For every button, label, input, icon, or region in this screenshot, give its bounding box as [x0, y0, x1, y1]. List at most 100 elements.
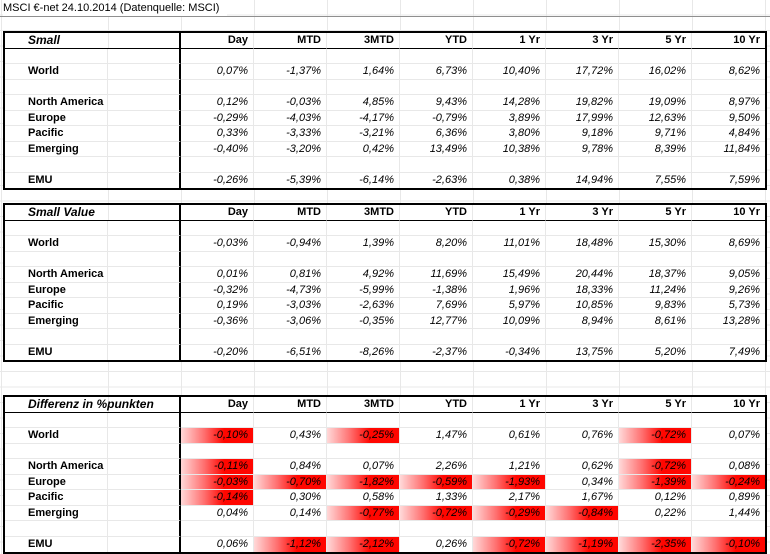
value-cell[interactable]: -0,10% [181, 428, 254, 444]
value-cell[interactable]: -1,93% [473, 474, 546, 490]
value-cell[interactable]: 11,24% [619, 282, 692, 298]
empty-cell[interactable] [619, 157, 692, 173]
empty-cell[interactable] [181, 79, 254, 95]
value-cell[interactable]: 17,99% [546, 110, 619, 126]
empty-cell[interactable] [108, 412, 181, 428]
value-cell[interactable]: -8,26% [327, 344, 400, 360]
value-cell[interactable]: 5,73% [692, 298, 765, 314]
value-cell[interactable]: -0,40% [181, 141, 254, 157]
column-header[interactable]: 5 Yr [619, 397, 692, 413]
empty-cell[interactable] [254, 48, 327, 64]
empty-cell[interactable] [400, 412, 473, 428]
empty-cell[interactable] [181, 329, 254, 345]
value-cell[interactable]: -0,79% [400, 110, 473, 126]
empty-cell[interactable] [254, 251, 327, 267]
value-cell[interactable]: -0,72% [619, 459, 692, 475]
empty-cell[interactable] [546, 521, 619, 537]
row-label[interactable]: North America [5, 95, 108, 111]
empty-cell[interactable] [546, 220, 619, 236]
value-cell[interactable]: 16,02% [619, 64, 692, 80]
empty-cell[interactable] [108, 344, 181, 360]
row-label[interactable]: Europe [5, 282, 108, 298]
value-cell[interactable]: 8,62% [692, 64, 765, 80]
value-cell[interactable]: -0,20% [181, 344, 254, 360]
empty-cell[interactable] [546, 412, 619, 428]
empty-cell[interactable] [108, 490, 181, 506]
value-cell[interactable]: -0,72% [619, 428, 692, 444]
empty-cell[interactable] [619, 251, 692, 267]
value-cell[interactable]: 9,43% [400, 95, 473, 111]
value-cell[interactable]: 0,81% [254, 267, 327, 283]
empty-cell[interactable] [181, 157, 254, 173]
empty-cell[interactable] [327, 48, 400, 64]
value-cell[interactable]: -0,03% [181, 474, 254, 490]
empty-cell[interactable] [619, 48, 692, 64]
value-cell[interactable]: -0,26% [181, 172, 254, 188]
empty-cell[interactable] [473, 521, 546, 537]
empty-cell[interactable] [473, 251, 546, 267]
empty-cell[interactable] [400, 251, 473, 267]
value-cell[interactable]: -0,35% [327, 313, 400, 329]
empty-cell[interactable] [108, 536, 181, 552]
value-cell[interactable]: 11,69% [400, 267, 473, 283]
column-header[interactable]: 1 Yr [473, 397, 546, 413]
value-cell[interactable]: 15,49% [473, 267, 546, 283]
value-cell[interactable]: 7,55% [619, 172, 692, 188]
row-label[interactable]: Pacific [5, 490, 108, 506]
empty-cell[interactable] [619, 443, 692, 459]
value-cell[interactable]: -4,03% [254, 110, 327, 126]
empty-cell[interactable] [619, 521, 692, 537]
empty-cell[interactable] [181, 48, 254, 64]
value-cell[interactable]: 9,05% [692, 267, 765, 283]
empty-cell[interactable] [473, 79, 546, 95]
value-cell[interactable]: 7,49% [728, 345, 760, 358]
value-cell[interactable]: -5,99% [327, 282, 400, 298]
value-cell[interactable]: -0,72% [473, 536, 546, 552]
empty-cell[interactable] [108, 443, 181, 459]
empty-cell[interactable] [254, 412, 327, 428]
value-cell[interactable]: 8,69% [692, 236, 765, 252]
value-cell[interactable]: 8,97% [692, 95, 765, 111]
value-cell[interactable]: 13,49% [400, 141, 473, 157]
value-cell[interactable]: 1,33% [400, 490, 473, 506]
empty-cell[interactable] [692, 252, 765, 267]
value-cell[interactable]: 18,37% [619, 267, 692, 283]
row-label[interactable]: Emerging [5, 505, 108, 521]
empty-cell[interactable] [108, 95, 181, 111]
section-label[interactable]: Differenz in %punkten [5, 397, 181, 413]
row-label[interactable]: North America [5, 459, 108, 475]
value-cell[interactable]: 14,94% [546, 172, 619, 188]
value-cell[interactable]: 10,38% [473, 141, 546, 157]
value-cell[interactable]: -4,73% [254, 282, 327, 298]
value-cell[interactable]: 0,34% [546, 474, 619, 490]
value-cell[interactable]: 3,89% [473, 110, 546, 126]
empty-cell[interactable] [619, 79, 692, 95]
column-header[interactable]: 1 Yr [473, 33, 546, 49]
value-cell[interactable]: 5,97% [473, 298, 546, 314]
empty-cell[interactable] [108, 251, 181, 267]
value-cell[interactable]: 1,39% [327, 236, 400, 252]
value-cell[interactable]: -0,03% [254, 95, 327, 111]
value-cell[interactable]: 17,72% [546, 64, 619, 80]
value-cell[interactable]: -2,63% [327, 298, 400, 314]
value-cell[interactable]: 0,08% [692, 459, 765, 475]
value-cell[interactable]: 9,50% [692, 111, 765, 126]
column-header[interactable]: 1 Yr [473, 205, 546, 221]
value-cell[interactable]: 19,82% [546, 95, 619, 111]
empty-cell[interactable] [254, 443, 327, 459]
value-cell[interactable]: 10,85% [546, 298, 619, 314]
empty-cell[interactable] [400, 521, 473, 537]
value-cell[interactable]: 0,89% [692, 490, 765, 506]
value-cell[interactable]: -2,35% [619, 536, 692, 552]
empty-cell[interactable] [327, 412, 400, 428]
value-cell[interactable]: 8,39% [619, 141, 692, 157]
empty-cell[interactable] [108, 64, 181, 80]
value-cell[interactable]: 19,09% [619, 95, 692, 111]
empty-cell[interactable] [400, 79, 473, 95]
empty-cell[interactable] [546, 329, 619, 345]
empty-cell[interactable] [108, 329, 181, 345]
empty-cell[interactable] [692, 444, 765, 459]
empty-cell[interactable] [108, 48, 181, 64]
column-header[interactable]: Day [181, 205, 254, 221]
empty-cell[interactable] [473, 157, 546, 173]
